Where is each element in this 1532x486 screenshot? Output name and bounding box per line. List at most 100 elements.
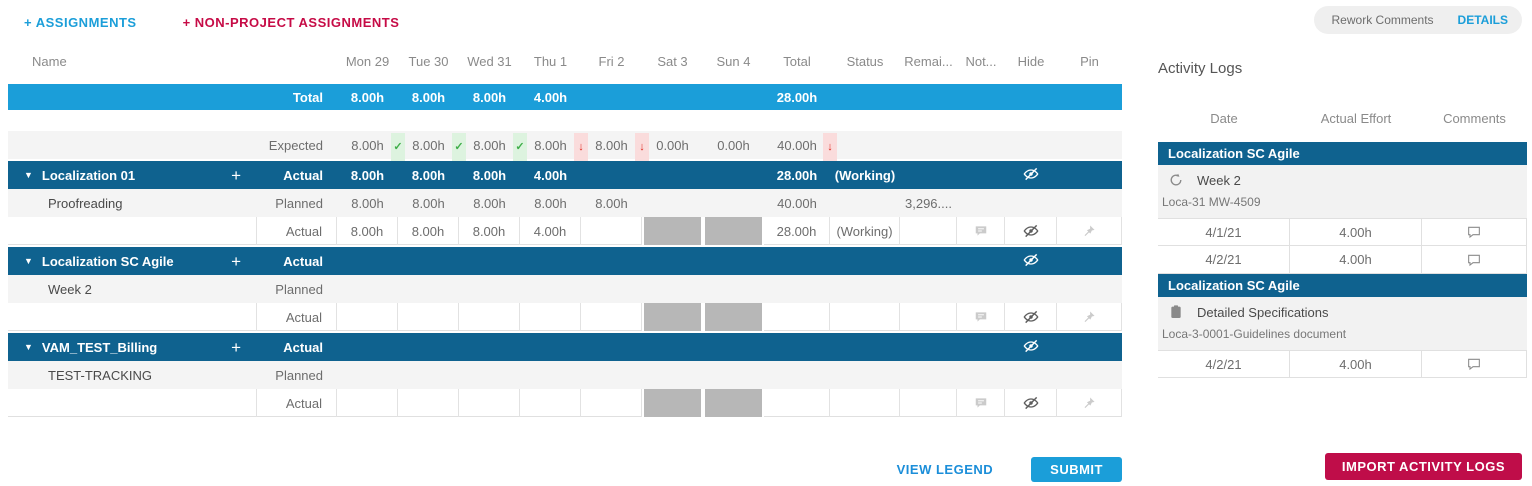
total-hours-cell: 8.00h: [350, 89, 385, 105]
task-actual-row: Actual: [8, 389, 1122, 417]
hours-input[interactable]: 4.00h: [520, 217, 581, 245]
collapse-chevron-icon[interactable]: ▼: [24, 170, 33, 180]
hours-input[interactable]: [459, 389, 520, 417]
log-date: 4/1/21: [1158, 219, 1290, 245]
pin-icon[interactable]: [1082, 310, 1096, 324]
actual-total-cell: [764, 389, 830, 417]
log-item-reference: Loca-31 MW-4509: [1158, 192, 1527, 218]
row-type-label: Actual: [283, 167, 323, 183]
task-planned-row: Week 2 Planned: [8, 275, 1122, 303]
column-header-hide: Hide: [1017, 53, 1045, 69]
hide-eye-slash-icon[interactable]: [1023, 166, 1039, 182]
project-group-header: ▼ Localization 01 + Actual 8.00h 8.00h 8…: [8, 161, 1122, 189]
add-task-icon[interactable]: +: [231, 252, 241, 270]
log-item-reference: Loca-3-0001-Guidelines document: [1158, 324, 1527, 350]
activity-logs-column-headers: Date Actual Effort Comments: [1158, 107, 1527, 129]
expected-hours-cell: 0.00h: [717, 137, 750, 153]
log-effort: 4.00h: [1290, 351, 1422, 377]
column-header-day: Mon 29: [345, 53, 390, 69]
notes-comment-icon[interactable]: [974, 224, 988, 238]
planned-total-cell: 40.00h: [777, 195, 817, 211]
task-name: Proofreading: [48, 195, 123, 211]
column-header-remaining: Remai...: [904, 53, 953, 69]
hours-input[interactable]: [398, 303, 459, 331]
log-entry-row: 4/2/21 4.00h: [1158, 350, 1527, 378]
add-task-icon[interactable]: +: [231, 338, 241, 356]
sprint-sync-icon: [1170, 173, 1182, 186]
hours-input[interactable]: 8.00h: [459, 217, 520, 245]
hours-input[interactable]: [520, 389, 581, 417]
log-project-header: Localization SC Agile: [1158, 142, 1527, 165]
row-type-label: Actual: [257, 217, 337, 245]
add-non-project-assignments-button[interactable]: + NON-PROJECT ASSIGNMENTS: [182, 14, 400, 30]
pin-icon[interactable]: [1082, 224, 1096, 238]
hide-eye-slash-icon[interactable]: [1023, 338, 1039, 354]
rework-comments-tab[interactable]: Rework Comments: [1331, 13, 1434, 27]
task-name: TEST-TRACKING: [48, 367, 153, 383]
row-type-label: Actual: [283, 253, 323, 269]
hide-eye-slash-icon[interactable]: [1023, 252, 1039, 268]
status-cell: (Working): [830, 217, 900, 245]
activity-logs-title: Activity Logs: [1158, 60, 1243, 77]
hours-input[interactable]: [581, 217, 642, 245]
details-tab[interactable]: DETAILS: [1457, 13, 1508, 27]
hours-input[interactable]: [398, 389, 459, 417]
column-header-day: Tue 30: [408, 53, 449, 69]
log-project-header: Localization SC Agile: [1158, 274, 1527, 297]
remaining-cell: 3,296....: [905, 195, 952, 211]
hours-input-disabled: [703, 389, 764, 417]
total-hours-cell: 4.00h: [533, 89, 568, 105]
hide-eye-slash-icon[interactable]: [1023, 223, 1039, 239]
expected-hours-cell: 8.00h ↓: [520, 132, 588, 161]
notes-comment-icon[interactable]: [974, 310, 988, 324]
hours-input[interactable]: 8.00h: [337, 217, 398, 245]
task-actual-row: Actual: [8, 303, 1122, 331]
log-entry-row: 4/1/21 4.00h: [1158, 218, 1527, 246]
comment-bubble-icon[interactable]: [1466, 356, 1482, 372]
view-legend-link[interactable]: VIEW LEGEND: [896, 462, 994, 477]
activity-logs-panel: Rework Comments DETAILS Activity Logs Da…: [1158, 0, 1527, 486]
collapse-chevron-icon[interactable]: ▼: [24, 256, 33, 266]
column-header-day: Sun 4: [716, 53, 751, 69]
hours-input[interactable]: [337, 389, 398, 417]
collapse-chevron-icon[interactable]: ▼: [24, 342, 33, 352]
log-item-row: Detailed Specifications: [1158, 297, 1527, 324]
project-name: Localization 01: [41, 167, 136, 183]
expected-total-cell: 40.00h ↓: [764, 132, 837, 161]
log-effort: 4.00h: [1290, 246, 1422, 273]
notes-comment-icon[interactable]: [974, 396, 988, 410]
hours-input-disabled: [642, 389, 703, 417]
task-name: Week 2: [48, 281, 92, 297]
met-indicator-icon: ✓: [452, 132, 466, 161]
column-header-actual-effort: Actual Effort: [1320, 110, 1392, 126]
hours-input[interactable]: [459, 303, 520, 331]
hours-input[interactable]: [337, 303, 398, 331]
import-activity-logs-button[interactable]: IMPORT ACTIVITY LOGS: [1324, 453, 1522, 480]
add-assignments-button[interactable]: + ASSIGNMENTS: [24, 14, 137, 30]
hours-input[interactable]: [581, 303, 642, 331]
comments-tab-switch: Rework Comments DETAILS: [1313, 6, 1522, 34]
expected-hours-cell: 8.00h ✓: [337, 132, 405, 161]
add-task-icon[interactable]: +: [231, 166, 241, 184]
submit-button[interactable]: SUBMIT: [1031, 457, 1122, 482]
total-hours-cell: 8.00h: [411, 89, 446, 105]
hours-input[interactable]: [520, 303, 581, 331]
expected-hours-cell: 0.00h: [656, 137, 689, 153]
comment-bubble-icon[interactable]: [1466, 252, 1482, 268]
log-date: 4/2/21: [1158, 351, 1290, 377]
log-entry-row: 4/2/21 4.00h: [1158, 246, 1527, 274]
pin-icon[interactable]: [1082, 396, 1096, 410]
status-cell: [830, 389, 900, 417]
hide-eye-slash-icon[interactable]: [1023, 395, 1039, 411]
column-header-notes: Not...: [965, 53, 997, 69]
hide-eye-slash-icon[interactable]: [1023, 309, 1039, 325]
task-planned-row: Proofreading Planned 8.00h 8.00h 8.00h 8…: [8, 189, 1122, 217]
column-header-date: Date: [1210, 110, 1238, 126]
column-header-day: Fri 2: [598, 53, 625, 69]
week-total-cell: 28.00h: [776, 89, 818, 105]
hours-input[interactable]: 8.00h: [398, 217, 459, 245]
comment-bubble-icon[interactable]: [1466, 224, 1482, 240]
grid-footer: VIEW LEGEND SUBMIT: [8, 457, 1122, 482]
hours-input[interactable]: [581, 389, 642, 417]
met-indicator-icon: ✓: [391, 132, 405, 161]
